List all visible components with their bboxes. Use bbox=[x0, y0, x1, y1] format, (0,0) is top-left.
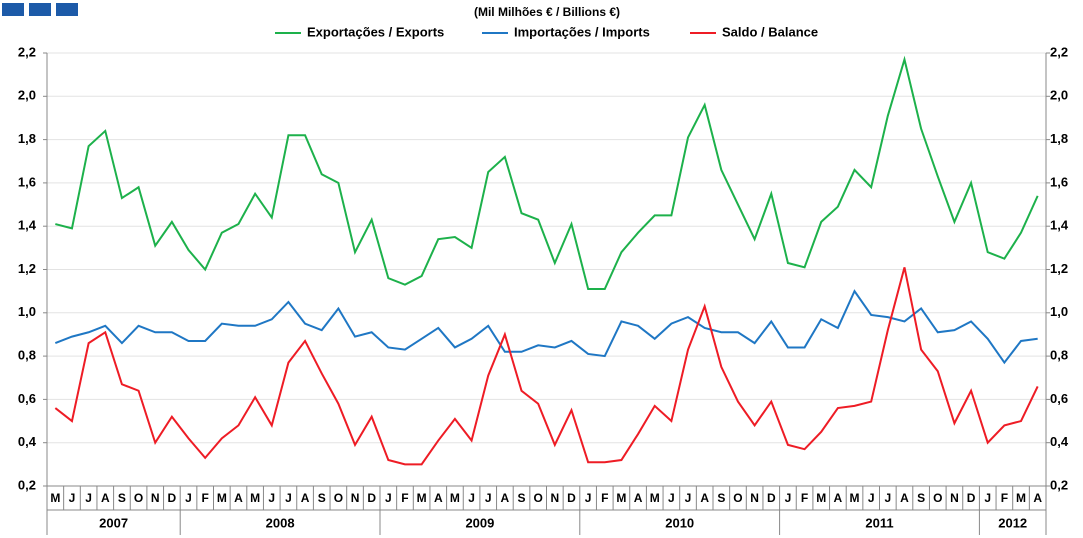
x-tick-label: J bbox=[984, 491, 991, 505]
y-tick-label: 1,0 bbox=[18, 304, 36, 319]
x-tick-label: A bbox=[700, 491, 709, 505]
x-tick-label: D bbox=[567, 491, 576, 505]
x-tick-label: A bbox=[634, 491, 643, 505]
year-label: 2008 bbox=[266, 515, 295, 530]
x-tick-label: N bbox=[351, 491, 360, 505]
x-tick-label: S bbox=[717, 491, 725, 505]
x-tick-label: M bbox=[250, 491, 260, 505]
year-label: 2009 bbox=[465, 515, 494, 530]
x-tick-label: A bbox=[834, 491, 843, 505]
year-label: 2012 bbox=[998, 515, 1027, 530]
x-tick-label: M bbox=[217, 491, 227, 505]
x-tick-label: F bbox=[401, 491, 408, 505]
y2-tick-label: 0,6 bbox=[1050, 391, 1068, 406]
x-tick-label: J bbox=[668, 491, 675, 505]
x-tick-label: M bbox=[850, 491, 860, 505]
series-line bbox=[54, 289, 1038, 365]
y-tick-label: 1,4 bbox=[18, 218, 37, 233]
x-tick-label: S bbox=[118, 491, 126, 505]
y2-tick-label: 2,0 bbox=[1050, 88, 1068, 103]
year-label: 2010 bbox=[665, 515, 694, 530]
y2-tick-label: 1,2 bbox=[1050, 261, 1068, 276]
y2-tick-label: 1,0 bbox=[1050, 304, 1068, 319]
x-tick-label: S bbox=[917, 491, 925, 505]
x-tick-label: N bbox=[950, 491, 959, 505]
x-tick-label: N bbox=[151, 491, 160, 505]
x-tick-label: M bbox=[816, 491, 826, 505]
legend-label: Exportações / Exports bbox=[307, 24, 444, 39]
y-tick-label: 1,8 bbox=[18, 131, 36, 146]
x-tick-label: O bbox=[134, 491, 143, 505]
y2-tick-label: 2,2 bbox=[1050, 44, 1068, 59]
series-line bbox=[54, 267, 1039, 466]
y-tick-label: 0,4 bbox=[18, 434, 37, 449]
y-tick-label: 0,6 bbox=[18, 391, 36, 406]
x-tick-label: M bbox=[1016, 491, 1026, 505]
x-tick-label: A bbox=[1033, 491, 1042, 505]
x-tick-label: J bbox=[585, 491, 592, 505]
x-tick-label: J bbox=[268, 491, 275, 505]
y2-tick-label: 1,8 bbox=[1050, 131, 1068, 146]
x-tick-label: D bbox=[367, 491, 376, 505]
logo-block bbox=[29, 3, 51, 16]
series-line bbox=[55, 55, 1039, 290]
x-tick-label: M bbox=[650, 491, 660, 505]
x-tick-label: A bbox=[434, 491, 443, 505]
legend-label: Importações / Imports bbox=[514, 24, 650, 39]
x-tick-label: N bbox=[550, 491, 559, 505]
x-tick-label: F bbox=[202, 491, 209, 505]
legend-label: Saldo / Balance bbox=[722, 24, 818, 39]
x-tick-label: J bbox=[868, 491, 875, 505]
y-tick-label: 0,8 bbox=[18, 348, 36, 363]
x-tick-label: J bbox=[85, 491, 92, 505]
x-tick-label: J bbox=[185, 491, 192, 505]
x-tick-label: A bbox=[900, 491, 909, 505]
y2-tick-label: 1,4 bbox=[1050, 218, 1069, 233]
y2-tick-label: 0,4 bbox=[1050, 434, 1069, 449]
x-tick-label: M bbox=[50, 491, 60, 505]
x-tick-label: J bbox=[385, 491, 392, 505]
x-tick-label: J bbox=[685, 491, 692, 505]
x-tick-label: A bbox=[301, 491, 310, 505]
x-tick-label: J bbox=[285, 491, 292, 505]
x-tick-label: J bbox=[884, 491, 891, 505]
x-tick-label: A bbox=[101, 491, 110, 505]
x-tick-label: N bbox=[750, 491, 759, 505]
x-tick-label: F bbox=[1001, 491, 1008, 505]
year-label: 2007 bbox=[99, 515, 128, 530]
x-tick-label: J bbox=[468, 491, 475, 505]
x-tick-label: A bbox=[501, 491, 510, 505]
x-tick-label: A bbox=[234, 491, 243, 505]
x-tick-label: S bbox=[518, 491, 526, 505]
y-tick-label: 1,6 bbox=[18, 174, 36, 189]
x-tick-label: D bbox=[168, 491, 177, 505]
y-tick-label: 2,0 bbox=[18, 88, 36, 103]
x-tick-label: M bbox=[450, 491, 460, 505]
y-tick-label: 2,2 bbox=[18, 44, 36, 59]
y-tick-label: 0,2 bbox=[18, 477, 36, 492]
x-tick-label: D bbox=[767, 491, 776, 505]
x-tick-label: O bbox=[733, 491, 742, 505]
y2-tick-label: 1,6 bbox=[1050, 174, 1068, 189]
x-tick-label: D bbox=[967, 491, 976, 505]
chart-title: (Mil Milhões € / Billions €) bbox=[474, 5, 620, 19]
x-tick-label: O bbox=[334, 491, 343, 505]
x-tick-label: O bbox=[933, 491, 942, 505]
y2-tick-label: 0,8 bbox=[1050, 348, 1068, 363]
x-tick-label: O bbox=[534, 491, 543, 505]
x-tick-label: S bbox=[318, 491, 326, 505]
x-tick-label: F bbox=[601, 491, 608, 505]
x-tick-label: J bbox=[485, 491, 492, 505]
year-label: 2011 bbox=[865, 515, 893, 530]
x-tick-label: F bbox=[801, 491, 808, 505]
x-tick-label: M bbox=[417, 491, 427, 505]
logo-block bbox=[56, 3, 78, 16]
x-tick-label: J bbox=[69, 491, 76, 505]
logo-block bbox=[2, 3, 24, 16]
x-tick-label: M bbox=[616, 491, 626, 505]
x-tick-label: J bbox=[785, 491, 792, 505]
y2-tick-label: 0,2 bbox=[1050, 477, 1068, 492]
y-tick-label: 1,2 bbox=[18, 261, 36, 276]
